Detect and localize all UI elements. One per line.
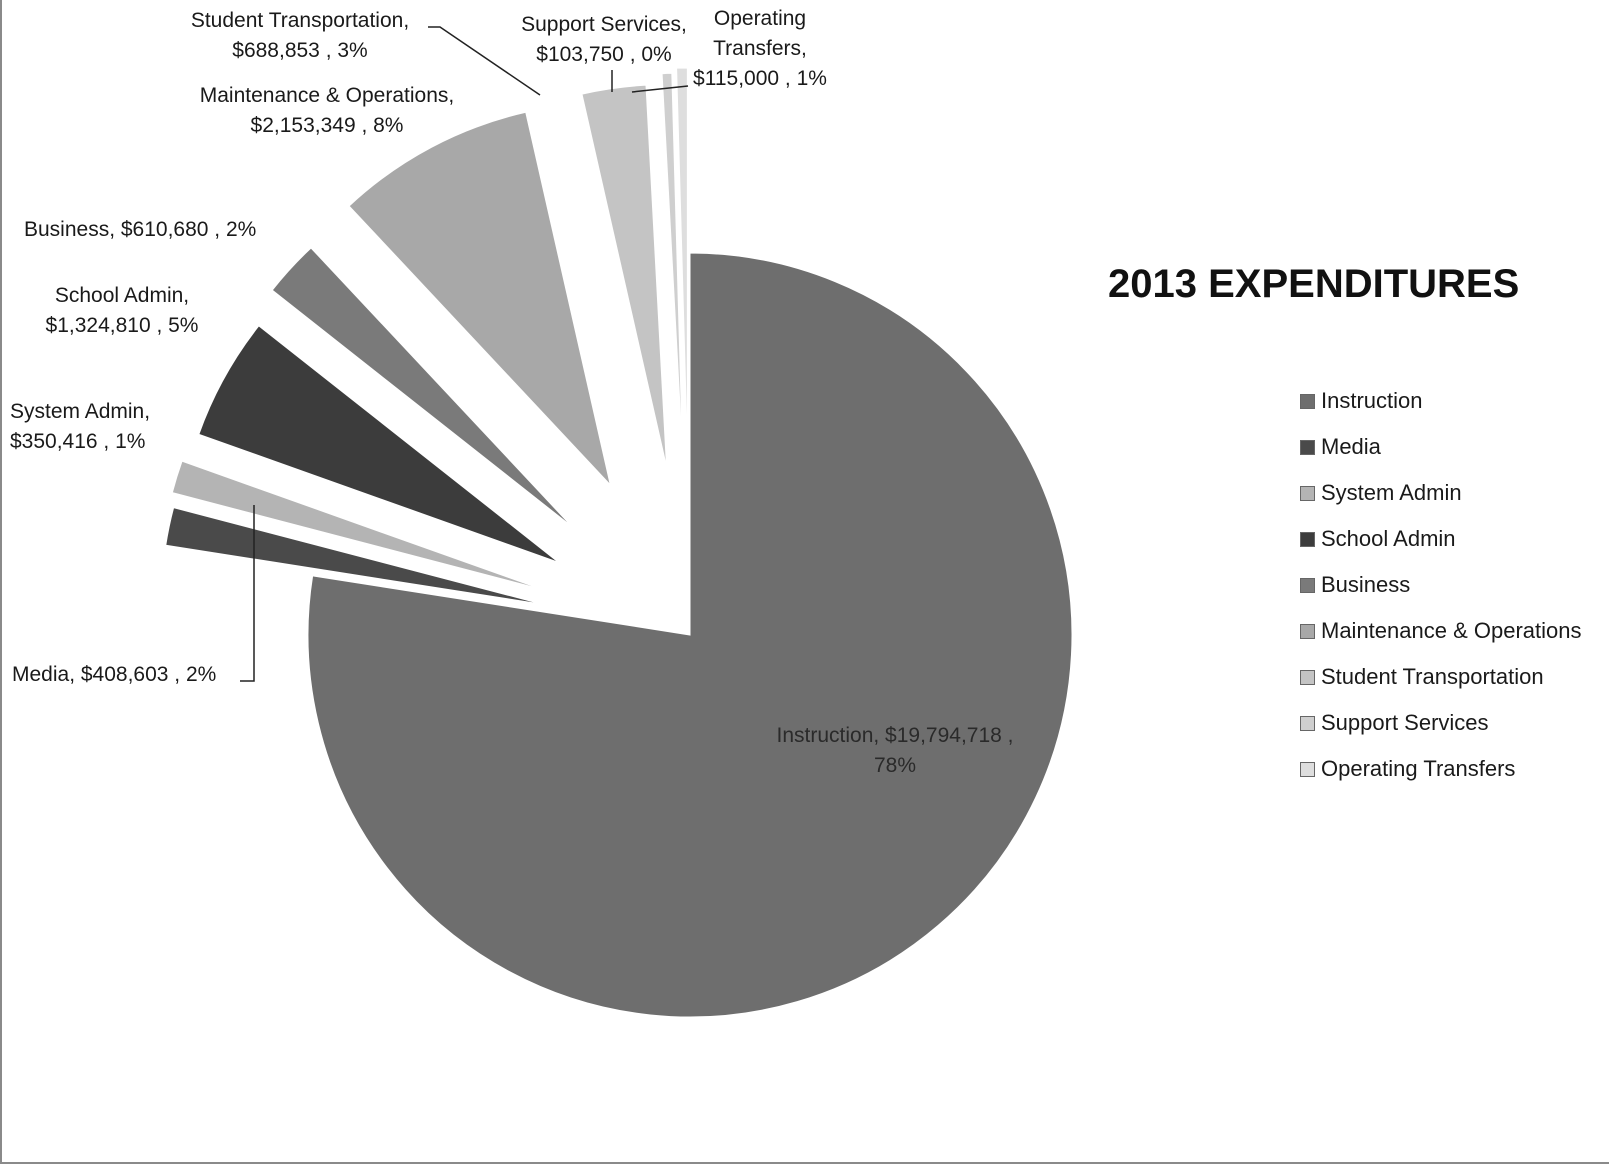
pie-slice-support-services [661,72,684,456]
data-label: Support Services, $103,750 , 0% [521,13,687,66]
legend-item: System Admin [1300,470,1582,516]
leader-line [240,505,255,682]
data-label: Student Transportation, $688,853 , 3% [191,9,409,62]
data-label: System Admin, $350,416 , 1% [10,400,150,453]
legend-swatch [1300,669,1315,685]
data-label: Maintenance & Operations, $2,153,349 , 8% [200,84,454,137]
legend-label: System Admin [1321,480,1462,505]
legend-item: Instruction [1300,378,1582,424]
legend-item: Operating Transfers [1300,746,1582,792]
legend-item: Maintenance & Operations [1300,608,1582,654]
legend-item: School Admin [1300,516,1582,562]
legend-label: Maintenance & Operations [1321,618,1582,643]
legend-swatch [1300,531,1315,547]
legend-swatch [1300,393,1315,409]
legend-item: Business [1300,562,1582,608]
pie-slice-operating-transfers [676,67,688,451]
pie-slice-student-transportation [581,84,668,467]
legend-item: Media [1300,424,1582,470]
legend-swatch [1300,485,1315,501]
data-label: Operating Transfers, $115,000 , 1% [693,7,827,90]
data-label: School Admin, $1,324,810 , 5% [46,284,199,337]
pie-slice-business [271,247,573,528]
pie-slice-maintenance-operations [348,111,612,487]
legend-label: Student Transportation [1321,664,1544,689]
legend-item: Support Services [1300,700,1582,746]
legend-item: Student Transportation [1300,654,1582,700]
pie-slice-system-admin [171,460,543,590]
legend-swatch [1300,761,1315,777]
legend-label: Support Services [1321,710,1489,735]
pie-slice-media [165,507,544,605]
data-label: Instruction, $19,794,718 , 78% [777,724,1014,777]
data-label: Media, $408,603 , 2% [12,663,216,686]
legend-swatch [1300,439,1315,455]
leader-line [428,26,541,96]
legend-swatch [1300,715,1315,731]
data-label: Business, $610,680 , 2% [24,218,256,241]
legend-label: Instruction [1321,388,1423,413]
legend-label: Business [1321,572,1411,597]
legend: Instruction Media System Admin School Admin… [1300,378,1582,792]
legend-swatch [1300,577,1315,593]
leader-line [631,85,689,93]
pie-slice-instruction [307,252,1073,1018]
legend-label: Media [1321,434,1381,459]
chart-title: 2013 EXPENDITURES [1108,262,1520,306]
pie-slice-school-admin [198,325,560,563]
legend-label: Operating Transfers [1321,756,1516,781]
legend-label: School Admin [1321,526,1456,551]
legend-swatch [1300,623,1315,639]
